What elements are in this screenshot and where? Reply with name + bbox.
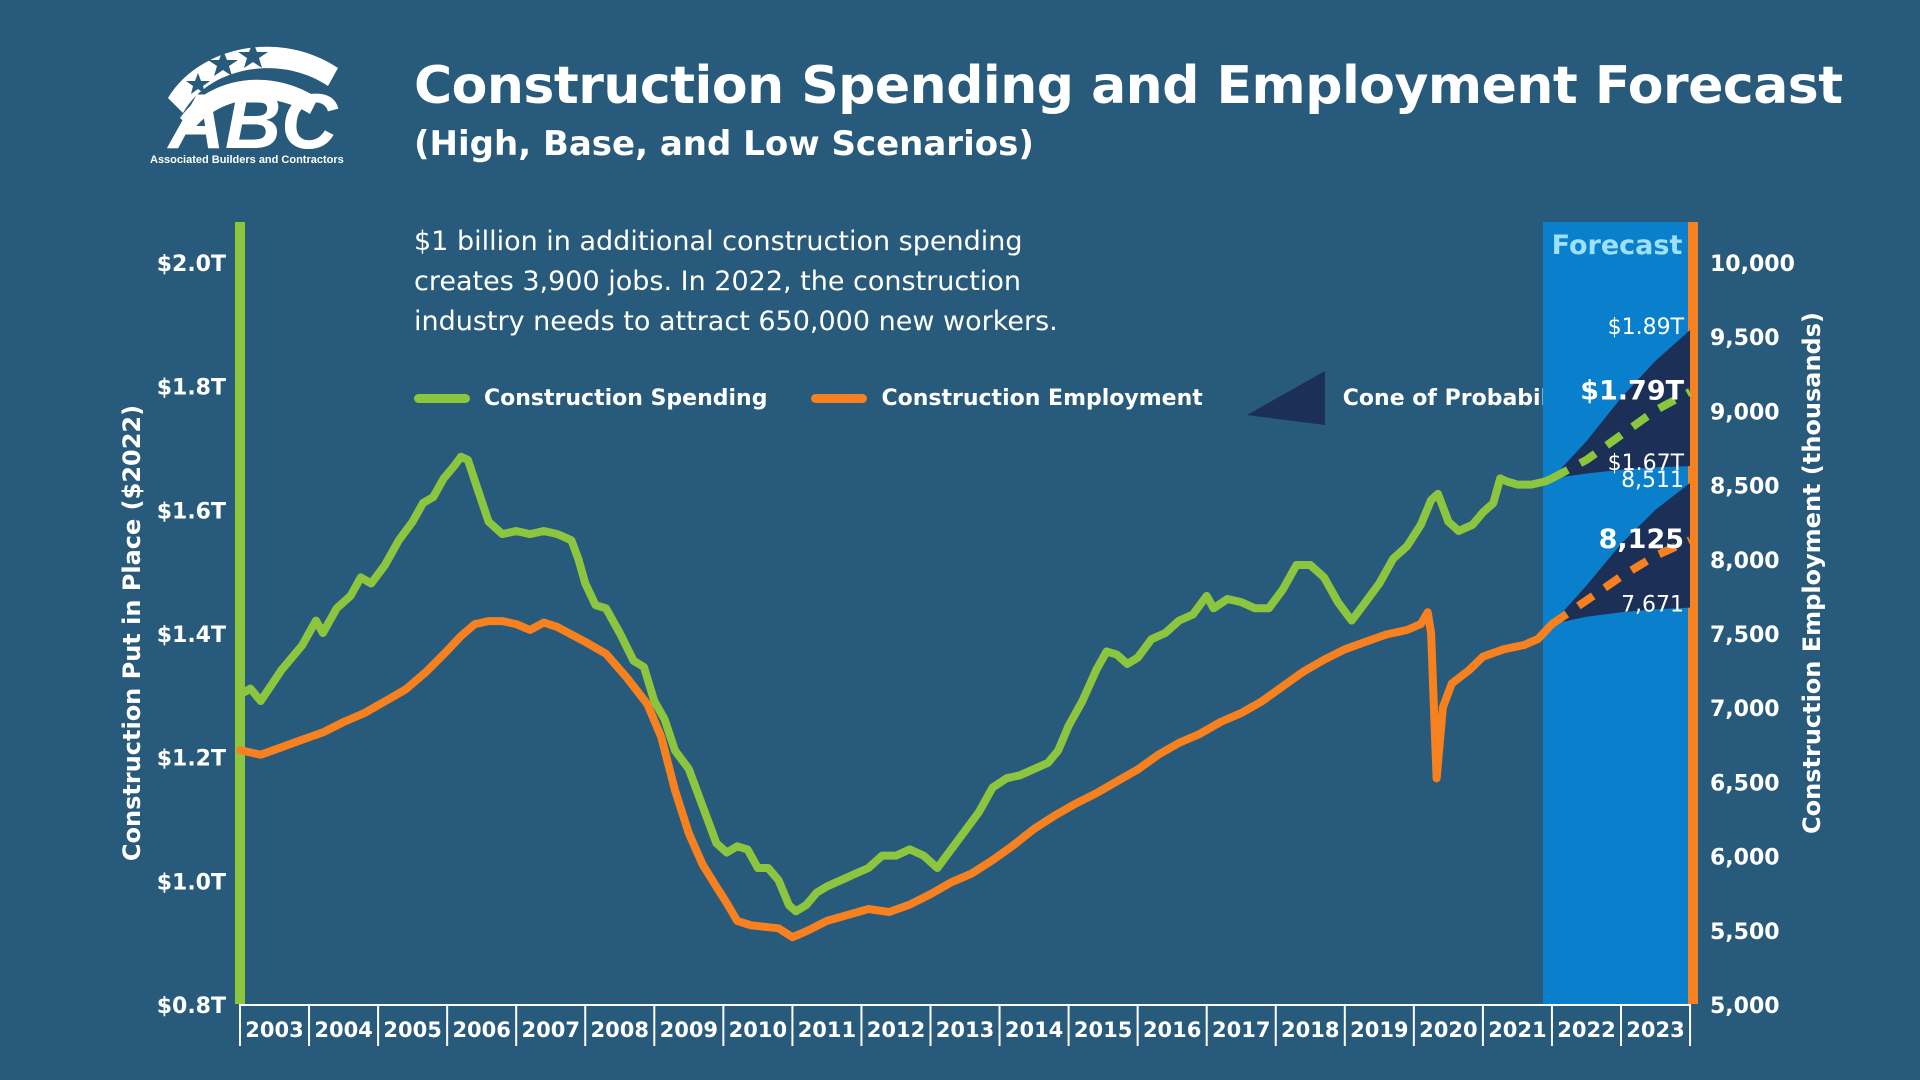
left-tick-label: $1.8T (157, 376, 226, 401)
cone-of-probability (1552, 483, 1690, 625)
right-tick-label: 5,500 (1710, 920, 1780, 945)
legend-label-spending: Construction Spending (484, 385, 768, 411)
right-tick-label: 7,500 (1710, 623, 1780, 648)
right-axis-title: Construction Employment (thousands) (1798, 312, 1826, 834)
left-axis-bar (235, 222, 245, 1004)
x-tick-label: 2004 (314, 1018, 372, 1042)
logo-letters: ABC (167, 77, 340, 165)
x-tick-label: 2015 (1074, 1018, 1132, 1042)
left-axis-title: Construction Put in Place ($2022) (118, 405, 146, 861)
x-tick-label: 2022 (1557, 1018, 1615, 1042)
right-tick-label: 9,000 (1710, 400, 1780, 425)
x-tick-label: 2007 (521, 1018, 579, 1042)
value-annotation: 7,671 (1621, 593, 1684, 618)
legend-swatch-employment (811, 393, 868, 403)
value-annotation: 8,511 (1621, 468, 1684, 493)
series-line (1549, 536, 1692, 628)
abc-logo: ABC (167, 42, 340, 165)
series-line (236, 608, 1556, 942)
left-tick-label: $0.8T (157, 994, 226, 1019)
value-annotation: $1.67T (1608, 451, 1685, 476)
legend-item-cone: Cone of Probability (1246, 371, 1581, 425)
legend-swatch-spending (414, 393, 470, 403)
legend-label-cone: Cone of Probability (1342, 385, 1581, 411)
chart-subtitle: (High, Base, and Low Scenarios) (414, 124, 1034, 164)
legend-item-employment: Construction Employment (811, 385, 1203, 411)
x-tick-label: 2019 (1350, 1018, 1408, 1042)
right-tick-label: 6,000 (1710, 846, 1780, 871)
legend-label-employment: Construction Employment (881, 385, 1203, 411)
x-tick-label: 2021 (1488, 1018, 1546, 1042)
right-axis-bar (1688, 222, 1698, 1004)
forecast-label: Forecast (1552, 230, 1683, 261)
right-tick-label: 7,000 (1710, 697, 1780, 722)
right-tick-label: 6,500 (1710, 771, 1780, 796)
chart-note: $1 billion in additional construction sp… (414, 226, 1058, 337)
cone-of-probability-icon (1246, 371, 1325, 425)
x-tick-label: 2011 (798, 1018, 856, 1042)
left-tick-label: $1.2T (157, 747, 226, 772)
right-tick-label: 9,500 (1710, 326, 1780, 351)
right-tick-label: 10,000 (1710, 252, 1795, 277)
series-line (236, 452, 1556, 916)
right-tick-label: 5,000 (1710, 994, 1780, 1019)
left-tick-label: $1.6T (157, 499, 226, 524)
right-tick-label: 8,500 (1710, 475, 1780, 500)
value-annotation: $1.89T (1608, 315, 1685, 340)
value-annotation: 8,125 (1599, 524, 1684, 555)
flag-stars-icon (168, 42, 338, 130)
x-tick-label: 2017 (1212, 1018, 1270, 1042)
x-tick-label: 2023 (1626, 1018, 1684, 1042)
x-tick-label: 2009 (660, 1018, 718, 1042)
x-tick-label: 2010 (729, 1018, 787, 1042)
chart-title: Construction Spending and Employment For… (414, 56, 1843, 116)
x-tick-label: 2012 (867, 1018, 925, 1042)
x-tick-label: 2016 (1143, 1018, 1201, 1042)
x-tick-label: 2003 (245, 1018, 303, 1042)
x-tick-label: 2013 (936, 1018, 994, 1042)
x-tick-label: 2005 (383, 1018, 441, 1042)
left-tick-label: $1.4T (157, 623, 226, 648)
left-tick-label: $1.0T (157, 870, 226, 895)
x-tick-label: 2006 (452, 1018, 510, 1042)
legend-item-spending: Construction Spending (414, 386, 767, 411)
left-tick-label: $2.0T (157, 252, 226, 277)
legend: Construction Spending Construction Emplo… (414, 371, 1625, 425)
x-tick-label: 2018 (1281, 1018, 1339, 1042)
x-tick-label: 2020 (1419, 1018, 1477, 1042)
x-tick-label: 2014 (1005, 1018, 1063, 1042)
forecast-band (1542, 222, 1691, 1004)
x-tick-label: 2008 (591, 1018, 649, 1042)
logo-caption: Associated Builders and Contractors (150, 154, 344, 166)
right-tick-label: 8,000 (1710, 549, 1780, 574)
